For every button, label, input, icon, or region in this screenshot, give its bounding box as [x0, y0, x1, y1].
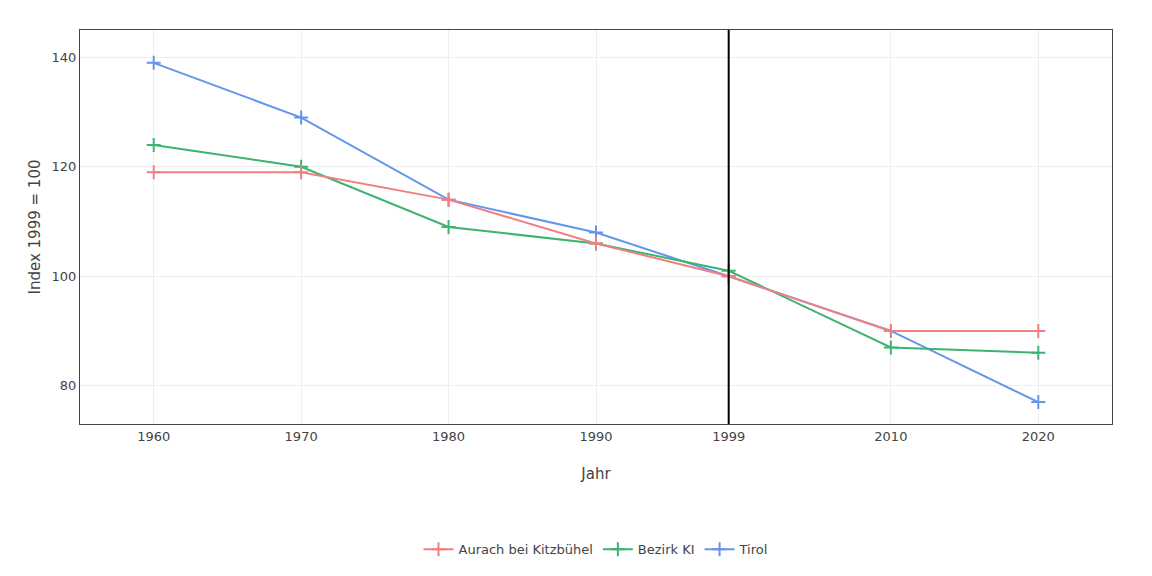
svg-text:80: 80: [60, 378, 77, 393]
svg-text:Jahr: Jahr: [580, 465, 611, 483]
svg-text:1960: 1960: [137, 429, 170, 444]
svg-text:Bezirk KI: Bezirk KI: [638, 542, 695, 557]
svg-text:1970: 1970: [285, 429, 318, 444]
svg-text:Tirol: Tirol: [739, 542, 768, 557]
svg-text:120: 120: [52, 159, 77, 174]
svg-text:1999: 1999: [712, 429, 745, 444]
svg-text:1990: 1990: [579, 429, 612, 444]
svg-text:2020: 2020: [1022, 429, 1055, 444]
svg-text:Aurach bei Kitzbühel: Aurach bei Kitzbühel: [459, 542, 593, 557]
svg-text:2010: 2010: [874, 429, 907, 444]
svg-text:Index 1999 = 100: Index 1999 = 100: [26, 160, 44, 295]
svg-text:1980: 1980: [432, 429, 465, 444]
svg-text:140: 140: [52, 50, 77, 65]
svg-text:100: 100: [52, 269, 77, 284]
